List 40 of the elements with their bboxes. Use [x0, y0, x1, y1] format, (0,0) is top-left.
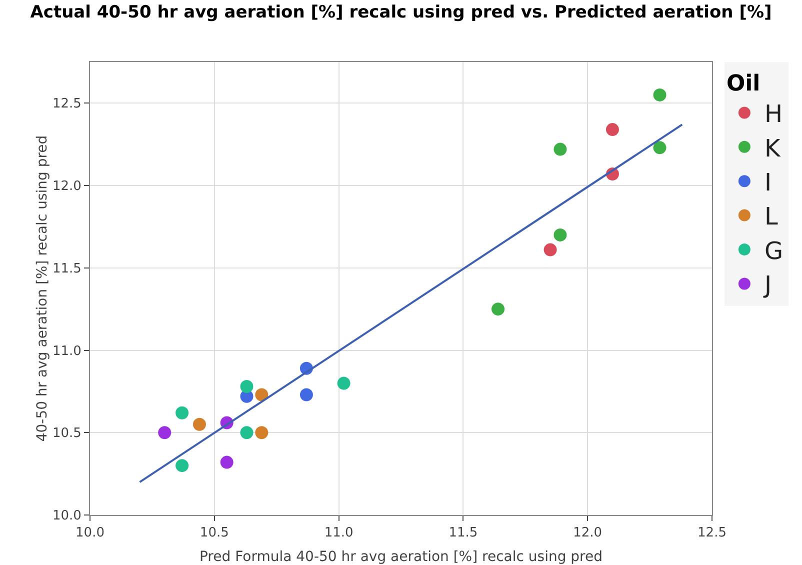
point	[554, 142, 567, 156]
legend-label: L	[764, 202, 778, 231]
point	[192, 418, 206, 431]
chart-title: Actual 40-50 hr avg aeration [%] recalc using pred vs. Predicted aeration [%]	[30, 2, 772, 23]
y-tick-label: 11.0	[52, 344, 82, 359]
point	[158, 426, 172, 440]
point	[176, 406, 189, 420]
legend-label: K	[764, 134, 782, 162]
y-tick-label: 12.0	[52, 179, 82, 194]
y-tick-label: 11.5	[52, 261, 82, 276]
x-tick-label: 12.0	[573, 526, 602, 541]
point	[176, 459, 189, 472]
legend-label: H	[764, 100, 782, 128]
legend-label: G	[764, 236, 784, 265]
legend-label: I	[764, 168, 772, 196]
x-tick-label: 11.0	[324, 526, 354, 541]
legend-label: J	[762, 271, 772, 300]
point	[653, 141, 666, 154]
point	[554, 228, 567, 242]
x-tick-label: 10.0	[76, 526, 104, 541]
x-axis-title: Pred Formula 40-50 hr avg aeration [%] recalc using pred	[199, 549, 603, 565]
point	[255, 388, 268, 402]
y-tick-label: 10.0	[52, 508, 82, 524]
point	[255, 426, 268, 440]
point	[544, 243, 557, 256]
point	[300, 388, 313, 402]
x-tick-label: 10.5	[200, 526, 229, 541]
legend-title: Oil	[726, 72, 760, 97]
point	[492, 302, 505, 316]
point	[220, 456, 234, 469]
point	[240, 380, 254, 394]
y-axis-title: 40-50 hr avg aeration [%] recalc using pred	[34, 135, 50, 442]
point	[337, 376, 350, 390]
point	[653, 88, 666, 102]
point	[240, 426, 254, 440]
point	[606, 123, 619, 136]
x-tick-label: 11.5	[448, 526, 478, 541]
x-tick-label: 12.5	[698, 526, 726, 541]
y-tick-label: 10.5	[52, 426, 82, 442]
y-tick-label: 12.5	[52, 96, 82, 112]
